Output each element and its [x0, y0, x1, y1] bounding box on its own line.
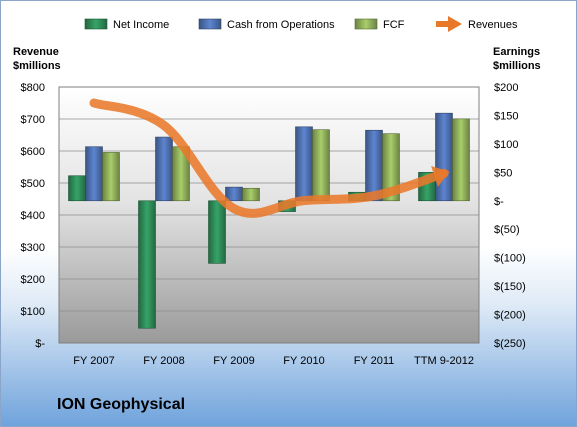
legend-label: FCF: [383, 19, 405, 31]
left-tick-label: $400: [21, 210, 45, 222]
left-tick-label: $200: [21, 274, 45, 286]
bar-net-income: [68, 175, 86, 202]
line-series-revenues: [89, 98, 449, 218]
right-tick-label: $(100): [494, 253, 526, 265]
legend-swatch: [354, 18, 378, 30]
left-axis-title: Revenue $millions: [13, 45, 61, 73]
bar-cash-from-operations: [85, 146, 103, 202]
category-label: FY 2011: [354, 355, 395, 367]
bar-net-income: [138, 200, 156, 329]
left-axis-title-line1: Revenue: [13, 46, 59, 58]
bar-cash-from-operations: [225, 186, 243, 202]
category-label: FY 2008: [143, 355, 184, 367]
right-tick-label: $(50): [494, 224, 520, 236]
legend-swatch: [198, 18, 222, 30]
right-tick-label: $(150): [494, 281, 526, 293]
right-tick-label: $200: [494, 82, 518, 94]
bar-fcf: [102, 152, 120, 202]
right-tick-label: $(200): [494, 310, 526, 322]
left-tick-label: $600: [21, 146, 45, 158]
company-name: ION Geophysical: [57, 396, 186, 413]
left-tick-label: $800: [21, 82, 45, 94]
left-tick-label: $700: [21, 114, 45, 126]
bar-cash-from-operations: [155, 136, 173, 202]
right-tick-label: $150: [494, 110, 518, 122]
legend-label: Revenues: [468, 19, 518, 31]
left-tick-label: $-: [35, 338, 45, 350]
category-label: TTM 9-2012: [414, 355, 474, 367]
left-tick-label: $100: [21, 306, 45, 318]
bar-cash-from-operations: [435, 112, 453, 202]
bar-fcf: [382, 133, 400, 202]
right-tick-label: $100: [494, 139, 518, 151]
category-label: FY 2010: [283, 355, 324, 367]
left-axis-title-line2: $millions: [13, 60, 61, 72]
bar-fcf: [452, 118, 470, 202]
bar-fcf: [242, 187, 260, 202]
right-tick-label: $50: [494, 167, 512, 179]
left-tick-label: $300: [21, 242, 45, 254]
right-axis-title: Earnings $millions: [493, 45, 541, 73]
right-tick-label: $(250): [494, 338, 526, 350]
legend-swatch: [84, 18, 108, 30]
category-label: FY 2007: [73, 355, 114, 367]
bar-cash-from-operations: [295, 126, 313, 202]
legend-swatch-arrow: [448, 16, 462, 32]
legend-label: Net Income: [113, 19, 169, 31]
bar-net-income: [208, 200, 226, 264]
category-label: FY 2009: [213, 355, 254, 367]
bar-fcf: [312, 129, 330, 202]
legend-label: Cash from Operations: [227, 19, 335, 31]
left-tick-label: $500: [21, 178, 45, 190]
right-axis-title-line2: $millions: [493, 60, 541, 72]
right-tick-label: $-: [494, 196, 504, 208]
line-series-arrowhead: [431, 165, 450, 187]
right-axis-title-line1: Earnings: [493, 46, 541, 58]
